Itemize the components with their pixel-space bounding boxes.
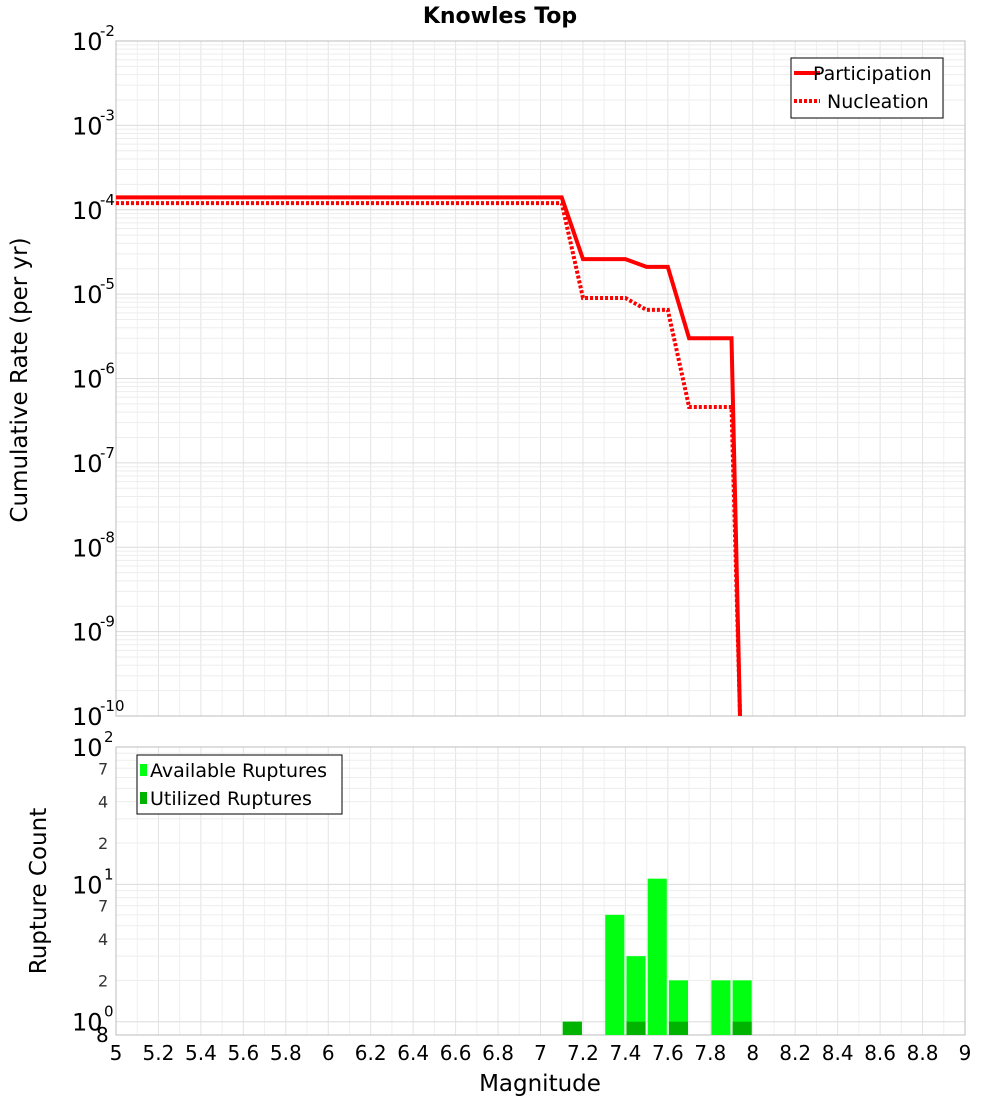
bottom-y-axis-title: Rupture Count <box>26 808 52 974</box>
top-y-tick-exponent: -4 <box>100 191 115 209</box>
x-tick-label: 7.8 <box>694 1041 726 1065</box>
x-tick-label: 6.8 <box>482 1041 514 1065</box>
top-y-tick-label: 10 <box>72 112 103 140</box>
bottom-y-tick-label: 10 <box>72 734 103 762</box>
bar-available <box>711 980 731 1035</box>
x-tick-label: 7 <box>534 1041 547 1065</box>
bottom-y-minor-tick-label: 4 <box>98 930 108 949</box>
x-axis-title: Magnitude <box>479 1071 601 1097</box>
top-y-tick-exponent: -7 <box>100 444 115 462</box>
bottom-y-tick-exponent: 1 <box>104 865 114 883</box>
x-tick-label: 6.6 <box>440 1041 472 1065</box>
x-tick-label: 6 <box>322 1041 335 1065</box>
x-tick-label: 8.4 <box>822 1041 854 1065</box>
top-legend-box <box>790 57 944 119</box>
top-y-axis-title: Cumulative Rate (per yr) <box>7 237 33 522</box>
top-series <box>116 195 742 717</box>
top-y-tick-label: 10 <box>72 28 103 56</box>
x-tick-labels: 5 5.2 5.4 5.6 5.8 6 6.2 6.4 6.6 6.8 7 7.2 7.4 7.6 7.8 8… <box>110 1041 972 1065</box>
x-tick-label: 6.4 <box>397 1041 429 1065</box>
x-tick-label: 7.2 <box>567 1041 599 1065</box>
chart-title: Knowles Top <box>423 4 577 29</box>
top-legend: Participation Nucleation <box>790 57 944 119</box>
top-y-tick-label: 10 <box>72 450 103 478</box>
x-tick-label: 5.2 <box>143 1041 175 1065</box>
bar-utilized <box>668 1021 689 1035</box>
bottom-legend: Available Ruptures Utilized Ruptures <box>136 754 343 815</box>
bottom-y-minor-tick-label: 2 <box>98 971 108 990</box>
bottom-y-tick-exponent: 0 <box>104 1003 114 1021</box>
top-y-tick-exponent: -5 <box>100 275 115 293</box>
x-tick-label: 7.6 <box>652 1041 684 1065</box>
bottom-legend-box <box>136 754 343 815</box>
top-grid <box>115 41 966 717</box>
bar-available <box>605 914 625 1035</box>
top-y-tick-exponent: -8 <box>100 528 115 546</box>
legend-label-available: Available Ruptures <box>150 760 327 782</box>
bar-available <box>668 980 689 1035</box>
top-y-tick-label: 10 <box>72 281 103 309</box>
x-tick-label: 8 <box>746 1041 759 1065</box>
bottom-y-minor-tick-label: 8 <box>96 1023 109 1047</box>
top-y-tick-label: 10 <box>72 534 103 562</box>
bar-utilized <box>732 1021 752 1035</box>
top-y-tick-exponent: -6 <box>100 360 115 378</box>
top-y-tick-exponent: -3 <box>100 106 115 124</box>
x-tick-label: 6.2 <box>355 1041 387 1065</box>
legend-label-participation: Participation <box>813 63 932 85</box>
bottom-y-tick-label: 10 <box>72 871 103 899</box>
bottom-plot-border <box>115 746 966 1036</box>
x-tick-label: 8.6 <box>864 1041 896 1065</box>
bottom-y-minor-tick-label: 7 <box>98 759 108 778</box>
bar-available <box>626 956 646 1035</box>
bottom-y-minor-tick-label: 4 <box>98 793 108 812</box>
top-y-tick-label: 10 <box>72 366 103 394</box>
legend-swatch-utilized <box>140 792 147 804</box>
bar-available <box>647 878 667 1035</box>
x-tick-label: 9 <box>959 1041 972 1065</box>
top-y-tick-label: 10 <box>72 197 103 225</box>
bar-available <box>732 980 752 1035</box>
top-y-tick-labels: 10-210-310-410-510-610-710-810-910-10 <box>72 22 125 731</box>
bar-utilized <box>562 1021 582 1035</box>
x-tick-label: 8.8 <box>907 1041 939 1065</box>
bottom-y-tick-label: 10 <box>72 1009 103 1037</box>
top-y-tick-exponent: -2 <box>100 22 115 40</box>
x-tick-label: 7.4 <box>609 1041 641 1065</box>
top-plot-border <box>115 40 966 717</box>
bar-utilized <box>626 1021 646 1035</box>
top-y-tick-exponent: -10 <box>100 697 125 715</box>
bottom-y-tick-exponent: 2 <box>104 728 114 746</box>
legend-label-utilized: Utilized Ruptures <box>150 788 312 810</box>
bottom-bars <box>562 878 752 1035</box>
x-tick-label: 5.4 <box>185 1041 217 1065</box>
top-y-tick-exponent: -9 <box>100 613 115 631</box>
x-tick-label: 8.2 <box>779 1041 811 1065</box>
x-tick-label: 5 <box>110 1041 123 1065</box>
bottom-y-minor-tick-label: 7 <box>98 897 108 916</box>
top-y-tick-label: 10 <box>72 619 103 647</box>
series-line-participation <box>116 195 742 717</box>
legend-label-nucleation: Nucleation <box>827 91 929 113</box>
x-tick-label: 5.8 <box>270 1041 302 1065</box>
legend-swatch-available <box>140 764 147 776</box>
bottom-y-minor-tick-label: 2 <box>98 834 108 853</box>
x-tick-label: 5.6 <box>227 1041 259 1065</box>
top-y-tick-label: 10 <box>72 703 103 731</box>
